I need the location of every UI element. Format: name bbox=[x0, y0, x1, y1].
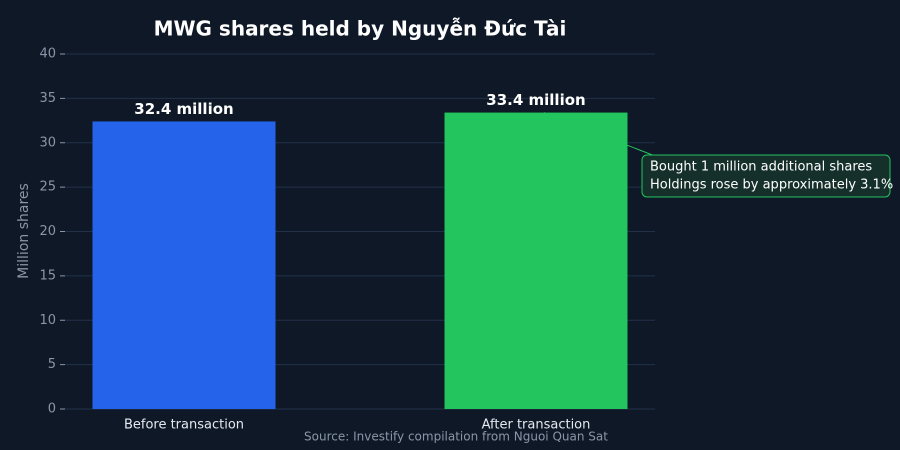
bar bbox=[444, 112, 628, 409]
annotation-box bbox=[641, 154, 891, 198]
y-tick-label: 30 bbox=[39, 135, 56, 150]
y-tick-label: 40 bbox=[39, 47, 56, 62]
value-label: 33.4 million bbox=[486, 91, 585, 109]
y-tick-label: 0 bbox=[48, 402, 56, 417]
y-tick-label: 5 bbox=[48, 357, 56, 372]
y-tick-label: 35 bbox=[39, 91, 56, 106]
y-axis-label: Million shares bbox=[16, 183, 32, 279]
annotation-text: Holdings rose by approximately 3.1% bbox=[650, 178, 893, 193]
x-tick-label: After transaction bbox=[482, 418, 591, 433]
x-tick-label: Before transaction bbox=[124, 418, 244, 433]
bar bbox=[92, 121, 276, 409]
y-tick-label: 20 bbox=[39, 224, 56, 239]
source: Source: Investify compilation from Nguoi… bbox=[304, 430, 608, 444]
y-tick-label: 10 bbox=[39, 313, 56, 328]
annotation-text: Bought 1 million additional shares bbox=[650, 160, 872, 175]
y-tick-label: 15 bbox=[39, 268, 56, 283]
annotation-arrow bbox=[543, 112, 661, 159]
value-label: 32.4 million bbox=[134, 100, 233, 118]
y-tick-label: 25 bbox=[39, 180, 56, 195]
chart-title: MWG shares held by Nguyễn Đức Tài bbox=[154, 17, 567, 41]
